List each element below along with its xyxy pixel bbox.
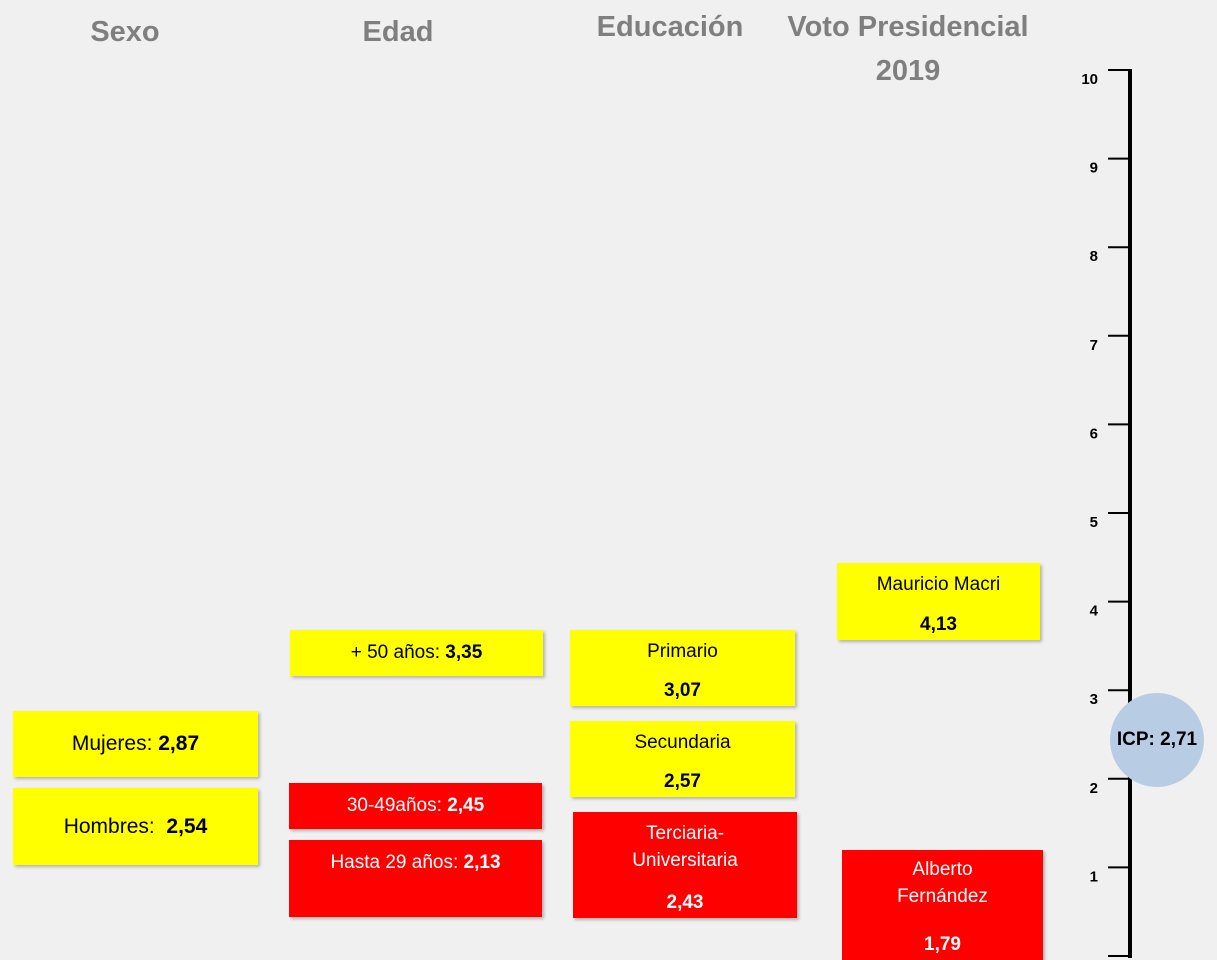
scale-tick-label: 9 [1090,160,1098,177]
scale-tick-label: 7 [1090,337,1098,354]
box-label: + 50 años: [350,642,440,663]
box-label: Mujeres: [71,732,153,755]
box: Primario 3,07 [570,630,795,706]
scale-tick-label: 6 [1090,425,1098,442]
header-text: Voto Presidencial [787,11,1029,43]
box-value: 1,79 [924,934,961,955]
header-text: Sexo [90,16,160,48]
box-label: Secundaria [634,732,731,753]
header-text: Edad [362,16,434,48]
box-label: Universitaria [632,850,738,871]
box-value: 2,43 [666,892,704,913]
header: Edad [318,10,478,54]
box-label: Fernández [897,886,988,907]
header-text: 2019 [875,55,941,87]
scale-tick-label: 4 [1090,603,1099,620]
box-label: Terciaria- [645,823,725,844]
box: 30-49años: 2,45 [289,783,542,829]
scale-tick-label: 10 [1081,71,1098,88]
box: + 50 años: 3,35 [290,630,543,676]
box: Terciaria- Universitaria 2,43 [573,812,797,918]
icp-value: 2,71 [1160,729,1198,750]
box-value: 2,87 [158,732,200,755]
scale-tick-label: 8 [1090,248,1098,265]
box: Mauricio Macri 4,13 [837,563,1040,640]
header-text: Educación [596,11,744,43]
header: Voto Presidencial 2019 [750,5,1066,93]
box: Secundaria 2,57 [570,721,795,797]
icp-circle: ICP: 2,71 [1110,693,1204,787]
scale-tick-label: 3 [1090,691,1098,708]
box-value: 3,35 [445,642,483,663]
scale-tick-label: 0 [1090,957,1098,960]
box-value: 2,54 [166,814,208,838]
box-label: Hombres: [63,814,155,838]
box-label: Alberto [912,859,973,880]
box-value: 2,45 [447,795,485,816]
box: Hombres: 2,54 [13,788,258,865]
box-value: 4,13 [920,614,957,635]
header: Sexo [55,10,195,54]
box-label: Primario [647,641,718,662]
box-label: 30-49años: [346,795,442,816]
scale-tick-label: 5 [1090,514,1098,531]
box: Hasta 29 años: 2,13 [289,840,542,917]
box-value: 3,07 [664,680,701,701]
box-label: Hasta 29 años: [330,852,459,873]
box-value: 2,57 [664,771,701,792]
box: Alberto Fernández 1,79 [842,850,1043,960]
scale-tick-label: 2 [1090,780,1098,797]
box-label: Mauricio Macri [876,574,1001,595]
header: Educación [585,5,755,49]
icp-label: ICP: [1116,729,1155,750]
box: Mujeres: 2,87 [13,711,258,777]
scale-tick-label: 1 [1090,868,1098,885]
box-value: 2,13 [463,852,501,873]
